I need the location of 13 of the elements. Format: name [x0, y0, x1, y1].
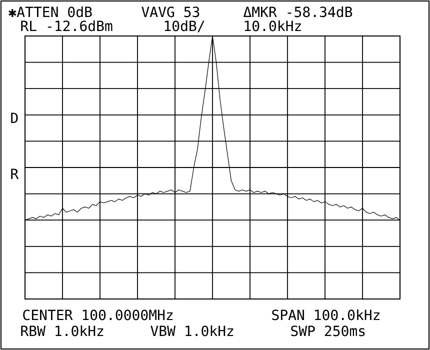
text: VBW 1.0kHz	[150, 325, 234, 336]
text: D	[11, 112, 18, 123]
text: 10dB/	[164, 20, 204, 32]
text: R	[11, 168, 19, 179]
text: ✱ATTEN 0dB	[8, 6, 92, 18]
text: RBW 1.0kHz	[21, 325, 104, 336]
text: ΔMKR -58.34dB	[243, 6, 352, 18]
text: RL -12.6dBm	[21, 20, 112, 32]
text: VAVG 53	[142, 6, 200, 18]
text: SWP 250ms	[291, 326, 365, 336]
text: CENTER 100.0000MHz	[23, 310, 173, 320]
text: SPAN 100.0kHz	[272, 309, 380, 320]
text: 10.0kHz	[244, 20, 301, 32]
